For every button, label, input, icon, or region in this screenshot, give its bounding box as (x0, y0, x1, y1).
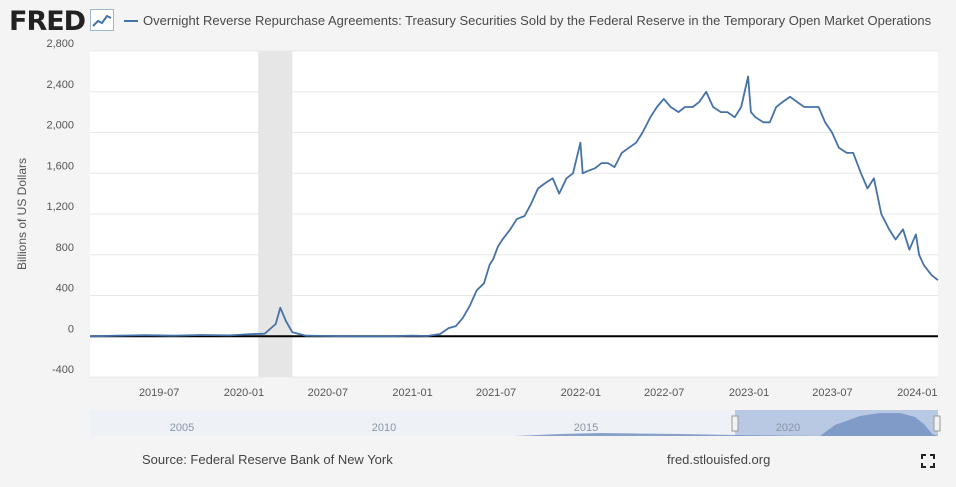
sparkline-chart-icon (90, 9, 114, 31)
x-tick-label: 2024-01 (897, 387, 937, 399)
navigator-handle[interactable] (731, 415, 739, 432)
x-tick-label: 2020-07 (308, 387, 348, 399)
y-tick-label: 2,000 (46, 120, 74, 132)
y-tick-label: 2,800 (46, 38, 74, 50)
fred-logo[interactable]: FRED (9, 6, 86, 37)
series-title[interactable]: Overnight Reverse Repurchase Agreements:… (143, 13, 932, 28)
fred-link[interactable]: fred.stlouisfed.org (667, 452, 771, 467)
legend-line-swatch (124, 20, 138, 22)
x-tick-label: 2023-01 (729, 387, 769, 399)
y-tick-label: 800 (56, 242, 74, 254)
navigator-tick-label: 2005 (170, 422, 194, 434)
y-tick-label: 400 (56, 283, 74, 295)
x-tick-label: 2019-07 (139, 387, 179, 399)
navigator-series (515, 413, 938, 436)
expand-icon[interactable] (921, 454, 935, 468)
navigator-handle[interactable] (933, 415, 941, 432)
series-line (89, 75, 939, 338)
x-tick-label: 2021-07 (476, 387, 516, 399)
navigator-tick-label: 2020 (776, 422, 800, 434)
x-tick-label: 2022-07 (644, 387, 684, 399)
y-tick-label: -400 (52, 364, 74, 376)
y-tick-label: 1,600 (46, 160, 74, 172)
x-tick-label: 2020-01 (224, 387, 264, 399)
y-axis-label: Billions of US Dollars (15, 158, 29, 270)
y-tick-label: 2,400 (46, 79, 74, 91)
x-tick-label: 2022-01 (561, 387, 601, 399)
y-tick-label: 1,200 (46, 201, 74, 213)
x-tick-label: 2023-07 (812, 387, 852, 399)
navigator-tick-label: 2015 (574, 422, 598, 434)
y-tick-label: 0 (68, 323, 74, 335)
navigator-tick-label: 2010 (372, 422, 396, 434)
chart-area: -400 0 400 800 1,200 1,600 2,000 2,400 2,800 2019… (15, 38, 941, 436)
source-note: Source: Federal Reserve Bank of New York (142, 452, 393, 467)
chart-header: FRED Overnight Reverse Repurchase Agreem… (0, 0, 956, 40)
x-tick-label: 2021-01 (392, 387, 432, 399)
